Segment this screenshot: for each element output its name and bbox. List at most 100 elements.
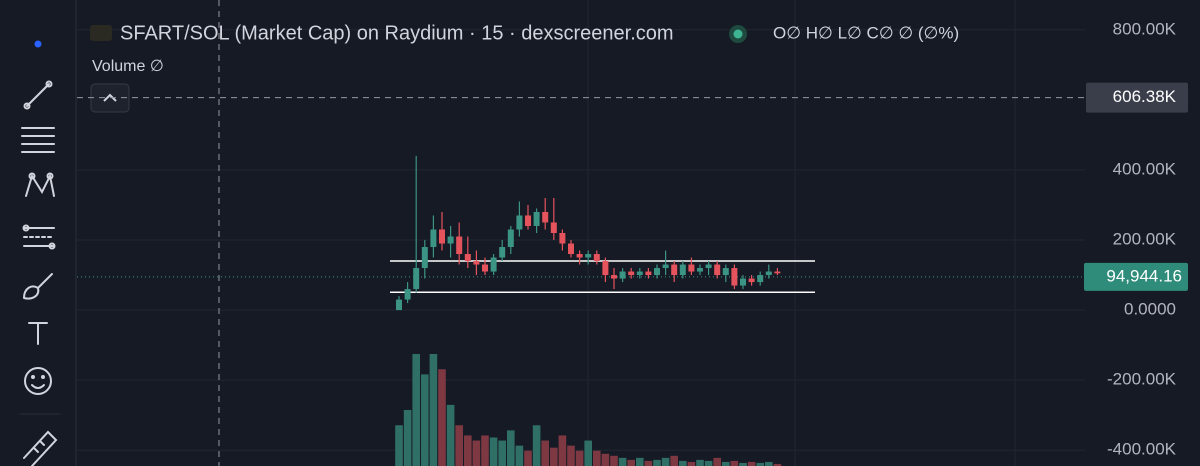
- trend-line-tool[interactable]: [23, 80, 53, 110]
- volume-bar: [644, 460, 653, 466]
- volume-bar: [412, 354, 420, 466]
- y-tick-label: -400.00K: [1107, 440, 1177, 459]
- volume-bar: [429, 354, 438, 466]
- candle-body: [447, 236, 454, 244]
- candle-body: [585, 254, 592, 258]
- candle-body: [542, 211, 549, 223]
- y-tick-label: 0.0000: [1124, 300, 1176, 319]
- volume-bar: [507, 430, 515, 466]
- last-price-bg: [1084, 262, 1188, 291]
- plot: [77, 29, 1085, 466]
- candle-body: [740, 278, 746, 286]
- volume-bar: [532, 425, 541, 466]
- candle-body: [516, 215, 523, 230]
- volume-bar: [489, 437, 498, 466]
- pattern-tool[interactable]: [25, 172, 55, 197]
- y-tick-label: 400.00K: [1113, 159, 1177, 178]
- candle-body: [645, 271, 652, 276]
- dot-tool[interactable]: [34, 40, 42, 48]
- toolbar-bg: [0, 0, 76, 466]
- volume-bar: [593, 450, 601, 466]
- volume-bar: [687, 461, 696, 466]
- ohlc-legend: O∅ H∅ L∅ C∅ ∅ (∅%): [773, 23, 959, 42]
- volume-bar: [713, 457, 721, 466]
- candle-body: [533, 211, 540, 226]
- y-tick-label: 800.00K: [1113, 19, 1177, 38]
- candle-body: [568, 243, 574, 255]
- last-price-label: 94,944.16: [1106, 266, 1182, 285]
- candle-body: [439, 229, 445, 244]
- text-tool[interactable]: [28, 322, 48, 345]
- volume-bar: [550, 447, 558, 466]
- volume-bar: [421, 374, 429, 466]
- volume-bar: [575, 450, 584, 466]
- candle-body: [722, 268, 729, 276]
- candle-body: [774, 271, 781, 274]
- candle-body: [404, 289, 411, 300]
- toolbar: [0, 0, 77, 466]
- volume-bar: [515, 445, 524, 466]
- volume-bar: [567, 445, 575, 466]
- candle-body: [731, 268, 738, 286]
- volume-bar: [704, 460, 713, 466]
- volume-legend: Volume ∅: [92, 58, 164, 75]
- status-dot: [733, 29, 743, 39]
- volume-bar: [558, 435, 567, 466]
- y-tick-label: -200.00K: [1107, 370, 1177, 389]
- candle-body: [421, 247, 428, 269]
- candle-body: [550, 222, 557, 233]
- volume-bar: [618, 457, 627, 466]
- volume-bar: [747, 461, 756, 466]
- emoji-tool[interactable]: [24, 367, 52, 395]
- candle-body: [654, 268, 660, 276]
- volume-bar: [773, 463, 782, 466]
- prediction-tool[interactable]: [22, 224, 56, 250]
- candle-body: [456, 236, 463, 255]
- chart-title: SFART/SOL (Market Cap) on Raydium · 15 ·…: [120, 22, 674, 44]
- volume-bar: [584, 440, 592, 466]
- volume-bar: [472, 440, 481, 466]
- candle-body: [671, 264, 678, 276]
- candle-body: [757, 275, 764, 283]
- volume-bar: [679, 460, 687, 466]
- candle-body: [636, 271, 643, 276]
- candle-body: [490, 257, 497, 272]
- candle-body: [628, 271, 635, 276]
- fib-tool[interactable]: [21, 127, 55, 153]
- volume-bar: [627, 459, 635, 466]
- brush-tool[interactable]: [23, 273, 53, 300]
- candle-body: [714, 264, 721, 276]
- candle-body: [559, 233, 566, 244]
- candle-body: [748, 278, 755, 283]
- crosshair-label: 606.38K: [1113, 87, 1177, 106]
- candle-body: [697, 268, 703, 272]
- candle-body: [525, 215, 531, 226]
- volume-bar: [661, 457, 670, 466]
- volume-bar: [481, 435, 489, 466]
- candle-body: [611, 275, 617, 279]
- candle-body: [430, 229, 437, 248]
- candle-body: [507, 229, 514, 248]
- volume-bar: [765, 461, 773, 466]
- volume-bar: [670, 455, 678, 466]
- volume-bar: [636, 457, 644, 466]
- grid: [587, 0, 1016, 466]
- ruler-tool[interactable]: [23, 430, 58, 466]
- candle-body: [593, 254, 600, 262]
- candle-body: [679, 264, 686, 276]
- candle-body: [499, 247, 506, 258]
- candle-body: [413, 268, 420, 290]
- candle-body: [765, 271, 772, 276]
- volume-bar: [653, 459, 661, 466]
- volume-bar: [524, 450, 532, 466]
- candle-body: [662, 264, 669, 269]
- candle-body: [482, 264, 488, 272]
- volume-bar: [498, 440, 506, 466]
- volume-bar: [395, 425, 403, 466]
- candle-body: [473, 261, 480, 265]
- token-icon: [90, 25, 112, 41]
- volume-bar: [610, 455, 618, 466]
